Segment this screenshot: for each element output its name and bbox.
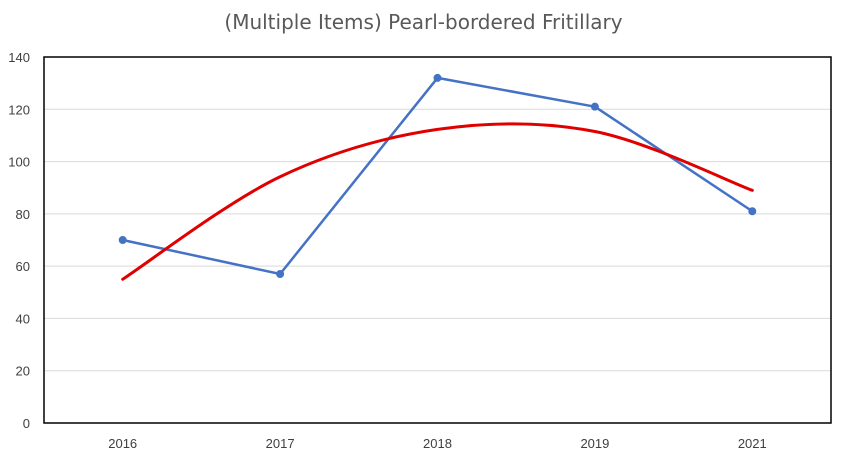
plot-border: [43, 56, 832, 424]
y-tick-label: 80: [16, 207, 30, 222]
trendline-1: [121, 122, 754, 281]
series-line-0: [122, 76, 753, 276]
data-point: [590, 102, 599, 111]
data-point: [748, 207, 757, 216]
y-tick-label: 60: [16, 259, 30, 274]
y-tick-label: 20: [16, 364, 30, 379]
y-tick-label: 100: [8, 155, 30, 170]
data-point: [118, 236, 127, 244]
y-tick-label: 0: [23, 416, 30, 431]
x-tick-label: 2017: [266, 436, 295, 451]
x-tick-label: 2019: [580, 436, 609, 451]
y-tick-label: 120: [8, 102, 30, 117]
x-tick-label: 2016: [108, 436, 137, 451]
y-tick-label: 40: [16, 311, 30, 326]
chart-title: (Multiple Items) Pearl-bordered Fritilla…: [224, 10, 623, 34]
x-tick-label: 2018: [423, 436, 452, 451]
y-tick-label: 140: [8, 50, 30, 65]
data-point: [276, 269, 285, 278]
x-tick-label: 2021: [738, 436, 767, 451]
data-point: [433, 73, 442, 82]
